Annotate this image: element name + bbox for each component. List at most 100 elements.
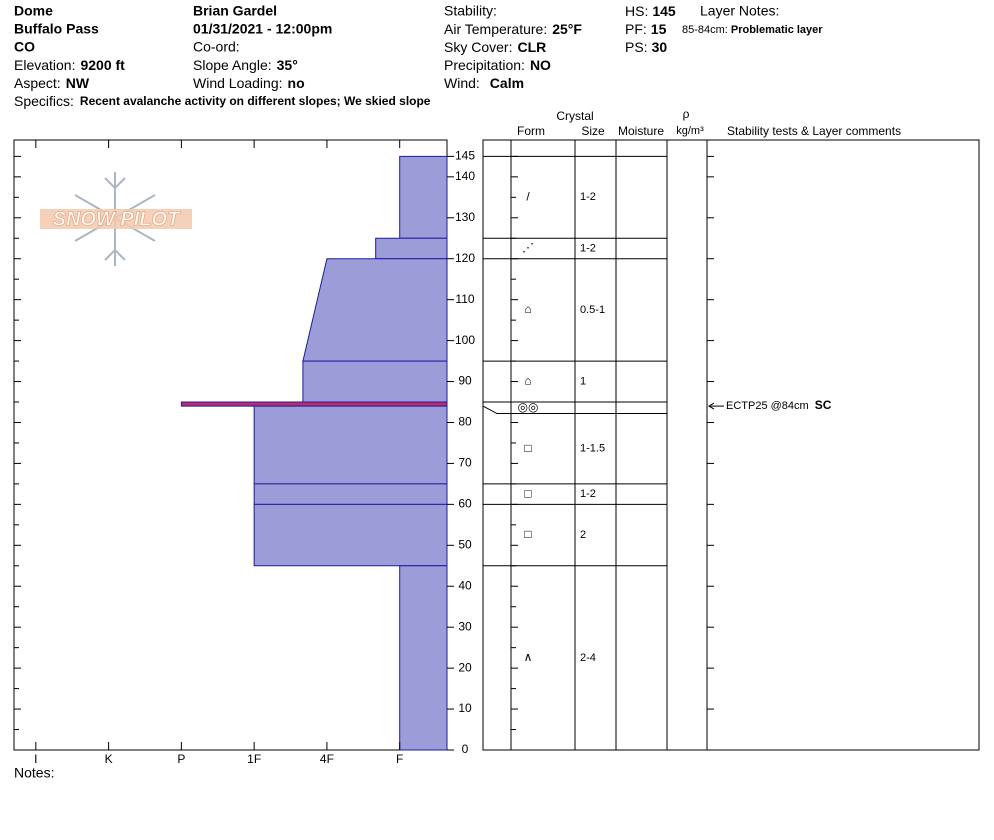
- y-tick-label: 20: [458, 660, 472, 674]
- hardness-layer: [253, 405, 448, 485]
- value: NW: [66, 75, 90, 91]
- crystal-form: ∧: [524, 650, 533, 664]
- y-tick-label: 120: [455, 251, 475, 265]
- crystal-size: 1-2: [580, 488, 596, 500]
- x-tick-label: 1F: [247, 752, 261, 766]
- observer: Brian Gardel: [193, 3, 277, 19]
- x-tick-label: 4F: [320, 752, 334, 766]
- label: Slope Angle:: [193, 57, 272, 73]
- datetime: 01/31/2021 - 12:00pm: [193, 21, 332, 37]
- label: Wind:: [444, 75, 480, 91]
- aspect: Aspect: NW: [14, 75, 90, 91]
- label: Air Temperature:: [444, 21, 547, 37]
- site-location: Buffalo Pass: [14, 21, 99, 37]
- hardness-layer: [302, 360, 448, 403]
- value: 35°: [277, 57, 298, 73]
- value: 25°F: [552, 21, 582, 37]
- label: PF:: [625, 21, 647, 37]
- label: Precipitation:: [444, 57, 525, 73]
- hardness-layer: [375, 237, 448, 260]
- x-tick-label: I: [34, 752, 37, 766]
- value: CLR: [517, 39, 546, 55]
- y-tick-label: 130: [455, 210, 475, 224]
- header-rho: ρ: [683, 107, 690, 121]
- crystal-form: /: [526, 189, 530, 203]
- y-tick-label: 70: [458, 456, 472, 470]
- site-name: Dome: [14, 3, 53, 19]
- test-arrow-head: [708, 402, 715, 410]
- crystal-form: □: [524, 486, 531, 500]
- header-comments: Stability tests & Layer comments: [727, 124, 901, 138]
- crystal-size: 1: [580, 375, 586, 387]
- value: 30: [652, 39, 668, 55]
- label: PS:: [625, 39, 648, 55]
- y-tick-label: 30: [458, 619, 472, 633]
- value: Calm: [490, 75, 524, 91]
- y-tick-label: 10: [458, 701, 472, 715]
- crystal-form: □: [524, 527, 531, 541]
- wind-loading: Wind Loading: no: [193, 75, 305, 91]
- y-tick-label: 60: [458, 497, 472, 511]
- header-crystal: Crystal: [556, 109, 593, 123]
- value: no: [288, 75, 305, 91]
- stability: Stability:: [444, 3, 497, 19]
- layer-table-frame: [482, 139, 980, 751]
- x-tick-label: K: [105, 752, 113, 766]
- specifics: Specifics: Recent avalanche activity on d…: [14, 93, 431, 109]
- crystal-form: ⋰: [522, 241, 534, 255]
- label: Elevation:: [14, 57, 75, 73]
- range: 85-84cm:: [682, 24, 728, 36]
- note: Problematic layer: [731, 24, 823, 36]
- crystal-size: 1-2: [580, 242, 596, 254]
- value: NO: [530, 57, 551, 73]
- crystal-size: 2: [580, 529, 586, 541]
- problem-layer: [180, 401, 448, 407]
- crystal-size: 0.5-1: [580, 304, 605, 316]
- x-tick-label: F: [396, 752, 403, 766]
- x-tick-label: P: [177, 752, 185, 766]
- stability-test: ECTP25 @84cm SC: [726, 398, 832, 412]
- ps: PS: 30: [625, 39, 667, 55]
- crystal-form: ⌂: [524, 302, 531, 316]
- layer-note: 85-84cm: Problematic layer: [682, 24, 823, 36]
- test-character: SC: [815, 398, 832, 412]
- hardness-layer: [399, 565, 448, 751]
- crystal-size: 1-1.5: [580, 443, 605, 455]
- y-tick-label: 100: [455, 333, 475, 347]
- sky-cover: Sky Cover: CLR: [444, 39, 546, 55]
- y-tick-label: 0: [462, 742, 469, 756]
- label: Aspect:: [14, 75, 61, 91]
- y-tick-label: 80: [458, 415, 472, 429]
- site-state: CO: [14, 39, 35, 55]
- y-tick-label: 140: [455, 169, 475, 183]
- hardness-layer: [302, 258, 448, 362]
- pf: PF: 15: [625, 21, 667, 37]
- y-tick-label: 50: [458, 537, 472, 551]
- hardness-layer: [253, 503, 448, 567]
- hs: HS: 145: [625, 3, 676, 19]
- y-tick-label: 90: [458, 374, 472, 388]
- coord: Co-ord:: [193, 39, 240, 55]
- hardness-layer: [399, 155, 448, 239]
- hardness-layer: [253, 483, 448, 505]
- header-moisture: Moisture: [618, 124, 664, 138]
- logo-band: [40, 209, 192, 229]
- layer-notes-title: Layer Notes:: [700, 3, 779, 19]
- value: 15: [651, 21, 667, 37]
- value: 9200 ft: [80, 57, 125, 73]
- label: HS:: [625, 3, 648, 19]
- test-result: ECTP25 @84cm: [726, 400, 809, 412]
- header-form: Form: [517, 124, 545, 138]
- label: Wind Loading:: [193, 75, 283, 91]
- y-tick-label: 110: [455, 292, 474, 306]
- crystal-form: ◎◎: [518, 400, 539, 414]
- crystal-form: □: [524, 441, 531, 455]
- y-tick-label: 145: [455, 149, 475, 163]
- crystal-size: 1-2: [580, 191, 596, 203]
- notes-label: Notes:: [14, 765, 54, 781]
- label: Specifics:: [14, 93, 74, 109]
- y-tick-label: 40: [458, 578, 472, 592]
- crystal-form: ⌂: [524, 374, 531, 388]
- value: 145: [652, 3, 676, 19]
